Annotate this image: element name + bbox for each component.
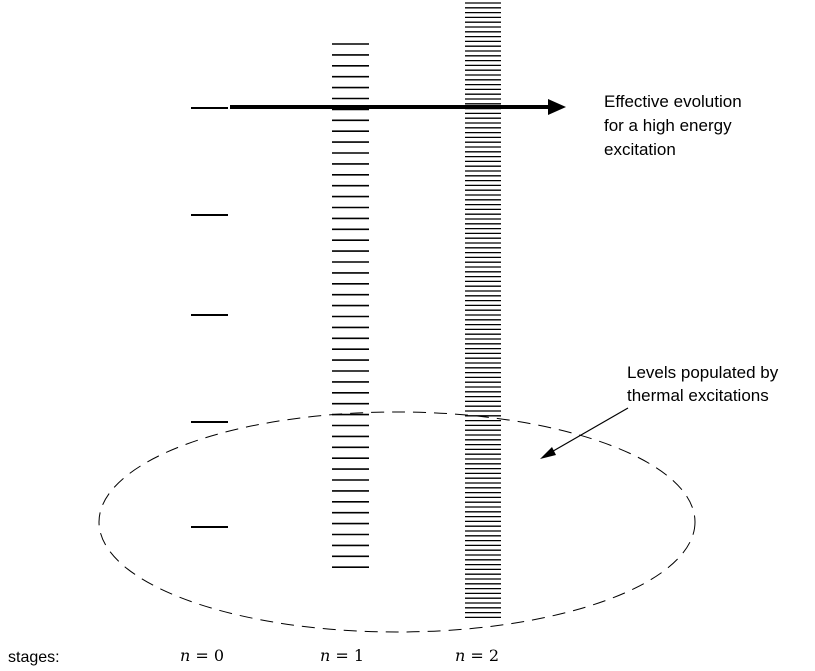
thermal-arrowhead [540, 447, 556, 459]
stage-label-2: n = 2 [455, 646, 499, 665]
stage-2-levels [465, 2, 501, 619]
thermal-region-ellipse [98, 411, 696, 633]
thermal-label-line-1: Levels populated by [627, 363, 779, 382]
thermal-arrow [547, 407, 629, 455]
evolution-arrowhead [548, 99, 566, 115]
stage-label-2-eq: = 2 [465, 646, 499, 665]
thermal-label: Levels populated by thermal excitations [627, 363, 783, 405]
stage-label-0: n = 0 [180, 646, 224, 665]
stage-0-levels [191, 107, 228, 528]
thermal-label-line-2: thermal excitations [627, 386, 769, 405]
stage-label-2-var: n [455, 646, 465, 665]
stage-label-0-eq: = 0 [190, 646, 224, 665]
stage-label-1-var: n [320, 646, 330, 665]
stage-1-levels [332, 43, 369, 569]
stage-label-0-var: n [180, 646, 190, 665]
evolution-label-line-1: Effective evolution [604, 92, 742, 111]
evolution-label-line-2: for a high energy [604, 116, 732, 135]
evolution-label: Effective evolution for a high energy ex… [604, 92, 746, 159]
stage-label-1-eq: = 1 [330, 646, 364, 665]
stages-prefix: stages: [8, 649, 60, 666]
stage-label-1: n = 1 [320, 646, 364, 665]
evolution-label-line-3: excitation [604, 140, 676, 159]
